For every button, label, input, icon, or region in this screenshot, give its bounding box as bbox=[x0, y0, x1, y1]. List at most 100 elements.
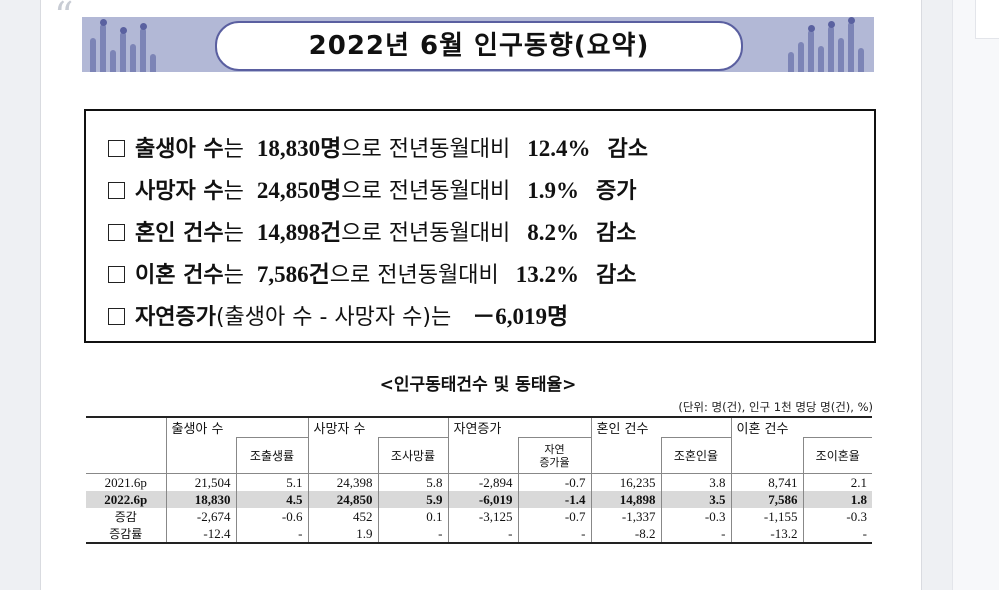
summary-row-divorces: 이혼 건수는 7,586건으로 전년동월대비 13.2% 감소 bbox=[108, 255, 636, 289]
table-row-highlighted: 2022.6p 18,830 4.5 24,850 5.9 -6,019 -1.… bbox=[86, 491, 872, 508]
cell: 5.8 bbox=[377, 473, 448, 491]
cell: -1,155 bbox=[730, 508, 803, 525]
header-natural: 자연증가 bbox=[447, 417, 591, 438]
title-pill: 2022년 6월 인구동향(요약) bbox=[215, 21, 743, 71]
checkbox-icon bbox=[108, 308, 125, 325]
subheader-crude-death-rate: 조사망률 bbox=[377, 437, 448, 474]
summary-josa: 는 bbox=[223, 137, 244, 162]
summary-row-natural-increase: 자연증가(출생아 수 - 사망자 수)는 －6,019명 bbox=[108, 297, 568, 331]
summary-josa: 는 bbox=[223, 179, 244, 204]
cell: - bbox=[235, 525, 308, 543]
subheader-natural-line2: 증가율 bbox=[539, 455, 570, 469]
cell: -1.4 bbox=[517, 491, 591, 508]
quote-mark-icon: “ bbox=[54, 0, 74, 38]
header-divorces: 이혼 건수 bbox=[730, 417, 872, 438]
summary-direction: 감소 bbox=[595, 221, 637, 246]
cell: -2,674 bbox=[165, 508, 236, 525]
summary-tail: 으로 전년동월대비 bbox=[341, 137, 511, 162]
summary-label: 출생아 수 bbox=[135, 137, 224, 162]
cell: 3.5 bbox=[660, 491, 731, 508]
summary-rate: 13.2% bbox=[515, 262, 579, 287]
page-title: 2022년 6월 인구동향(요약) bbox=[308, 31, 650, 61]
row-label: 2022.6p bbox=[86, 491, 166, 508]
cell: 21,504 bbox=[165, 473, 236, 491]
subheader-crude-divorce-rate: 조이혼율 bbox=[802, 437, 872, 474]
side-panel bbox=[952, 0, 999, 590]
summary-value: 7,586건 bbox=[256, 262, 330, 287]
row-label: 증감 bbox=[114, 510, 137, 524]
cell: 3.8 bbox=[660, 473, 731, 491]
summary-rate: 12.4% bbox=[527, 136, 591, 161]
table-corner-sub bbox=[86, 438, 166, 474]
cell: -0.3 bbox=[660, 508, 731, 525]
subheader-blank bbox=[730, 437, 803, 474]
summary-row-deaths: 사망자 수는 24,850명으로 전년동월대비 1.9% 증가 bbox=[108, 171, 636, 205]
cell: -0.3 bbox=[802, 508, 872, 525]
summary-row-marriages: 혼인 건수는 14,898건으로 전년동월대비 8.2% 감소 bbox=[108, 213, 636, 247]
subheader-blank bbox=[307, 437, 378, 474]
summary-box: 출생아 수는 18,830명으로 전년동월대비 12.4% 감소 사망자 수는 … bbox=[84, 109, 876, 343]
cell: -0.7 bbox=[517, 473, 591, 491]
cell: - bbox=[517, 525, 591, 543]
row-label: 2021.6p bbox=[104, 474, 147, 490]
table-row: 2021.6p 21,504 5.1 24,398 5.8 -2,894 -0.… bbox=[86, 473, 872, 491]
summary-rate: 8.2% bbox=[527, 220, 579, 245]
cell: -3,125 bbox=[447, 508, 518, 525]
summary-label: 이혼 건수 bbox=[135, 263, 224, 288]
cell: 16,235 bbox=[590, 473, 661, 491]
summary-tail: 으로 전년동월대비 bbox=[341, 221, 511, 246]
row-label: 증감률 bbox=[109, 527, 143, 541]
checkbox-icon bbox=[108, 224, 125, 241]
cell: 5.9 bbox=[377, 491, 448, 508]
table-row: 증감률 -12.4 - 1.9 - - - -8.2 - -13.2 - bbox=[86, 525, 872, 543]
cell: - bbox=[447, 525, 518, 543]
cell: - bbox=[802, 525, 872, 543]
subheader-blank bbox=[590, 437, 661, 474]
summary-label: 자연증가 bbox=[135, 305, 216, 330]
cell: 1.9 bbox=[307, 525, 378, 543]
summary-tail: 으로 전년동월대비 bbox=[329, 263, 499, 288]
cell: - bbox=[660, 525, 731, 543]
subheader-natural-rate: 자연 증가율 bbox=[517, 437, 591, 474]
side-panel-box bbox=[975, 0, 999, 39]
header-births: 출생아 수 bbox=[165, 417, 308, 438]
cell: 8,741 bbox=[730, 473, 803, 491]
cell: -8.2 bbox=[590, 525, 661, 543]
subheader-blank bbox=[447, 437, 518, 474]
table-corner bbox=[86, 417, 166, 438]
cell: -0.6 bbox=[235, 508, 308, 525]
cell: 18,830 bbox=[165, 491, 236, 508]
cell: 1.8 bbox=[802, 491, 872, 508]
summary-value: 24,850명 bbox=[256, 178, 342, 203]
summary-rate: 1.9% bbox=[527, 178, 579, 203]
subheader-natural-line1: 자연 bbox=[544, 442, 565, 456]
cell: -0.7 bbox=[517, 508, 591, 525]
table-subheader-row: 조출생률 조사망률 자연 증가율 조혼인율 조이혼율 bbox=[86, 437, 872, 474]
cell: - bbox=[377, 525, 448, 543]
summary-value: 14,898건 bbox=[256, 220, 342, 245]
cell: -1,337 bbox=[590, 508, 661, 525]
cell: 452 bbox=[307, 508, 378, 525]
cell: 4.5 bbox=[235, 491, 308, 508]
cell: 0.1 bbox=[377, 508, 448, 525]
cell: 5.1 bbox=[235, 473, 308, 491]
cell: -12.4 bbox=[165, 525, 236, 543]
table-row: 증감 -2,674 -0.6 452 0.1 -3,125 -0.7 -1,33… bbox=[86, 508, 872, 525]
table-unit-note: (단위: 명(건), 인구 1천 명당 명(건), %) bbox=[678, 400, 873, 414]
summary-tail: 으로 전년동월대비 bbox=[341, 179, 511, 204]
vital-statistics-table: 출생아 수 사망자 수 자연증가 혼인 건수 이혼 건수 조출생률 조사망률 자… bbox=[86, 416, 872, 544]
checkbox-icon bbox=[108, 266, 125, 283]
cell: -13.2 bbox=[730, 525, 803, 543]
cell: 24,850 bbox=[307, 491, 378, 508]
header-deaths: 사망자 수 bbox=[307, 417, 448, 438]
table-title: <인구동태건수 및 동태율> bbox=[379, 375, 577, 395]
summary-label: 혼인 건수 bbox=[135, 221, 224, 246]
summary-direction: 감소 bbox=[607, 137, 648, 162]
subheader-crude-marriage-rate: 조혼인율 bbox=[660, 437, 731, 474]
cell: 14,898 bbox=[590, 491, 661, 508]
subheader-blank bbox=[165, 437, 236, 474]
summary-josa: 는 bbox=[223, 221, 244, 246]
summary-row-births: 출생아 수는 18,830명으로 전년동월대비 12.4% 감소 bbox=[108, 129, 648, 163]
cell: 7,586 bbox=[730, 491, 803, 508]
summary-direction: 감소 bbox=[595, 263, 637, 288]
